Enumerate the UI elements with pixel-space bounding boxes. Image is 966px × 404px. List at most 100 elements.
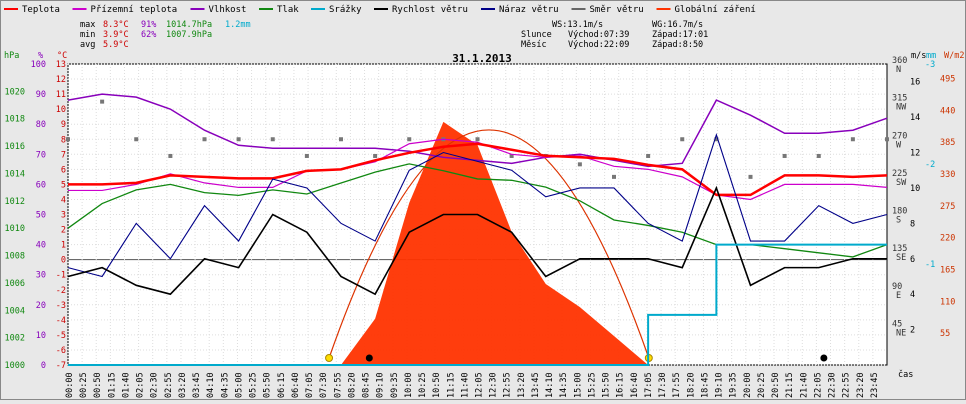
tick-ms: 16	[910, 78, 920, 88]
tick-wm2: 220	[940, 234, 955, 244]
sun-label: Slunce	[521, 30, 552, 40]
time-tick-label: 07:55	[333, 372, 343, 398]
wind-direction-point	[373, 153, 378, 158]
stat-min-press: 1007.9hPa	[166, 30, 212, 40]
tick-celsius: 8	[61, 135, 66, 145]
wind-direction-point	[475, 137, 480, 142]
wind-direction-point	[236, 137, 241, 142]
time-tick-label: 00:25	[79, 372, 89, 398]
time-tick-label: 09:10	[376, 372, 386, 398]
time-tick-label: 05:00	[234, 372, 244, 398]
tick-celsius: -4	[56, 316, 66, 326]
series-vlhkost	[67, 93, 888, 168]
moonset-marker	[365, 354, 373, 362]
wind-direction-point	[714, 137, 719, 142]
tick-hpa: 1020	[5, 87, 25, 97]
legend-label: Směr větru	[590, 5, 644, 15]
moon-rise: Východ:22:09	[568, 40, 629, 50]
time-tick-label: 04:10	[206, 372, 216, 398]
tick-direction: 225	[892, 169, 907, 179]
wind-direction-point	[612, 174, 616, 179]
time-tick-label: 12:30	[489, 372, 499, 398]
astro-block: WS:13.1m/s WG:16.7m/s Slunce Východ:07:3…	[521, 20, 708, 50]
tick-hpa: 1018	[5, 115, 25, 125]
time-tick-label: 20:00	[743, 372, 753, 398]
time-tick-label: 07:05	[305, 372, 315, 398]
tick-direction-label: SW	[896, 178, 907, 188]
tick-direction: 90	[892, 282, 902, 292]
sun-path-arc	[328, 129, 650, 359]
tick-percent: 50	[36, 211, 46, 221]
tick-percent: 100	[31, 60, 46, 70]
time-tick-label: 06:15	[277, 372, 287, 398]
time-tick-label: 23:20	[856, 372, 866, 398]
wind-direction-point	[782, 153, 787, 158]
legend-label: Srážky	[329, 5, 362, 15]
legend: Teplota Přízemní teplota Vlhkost Tlak Srážky…	[4, 5, 756, 15]
tick-direction-label: W	[896, 140, 902, 150]
time-tick-label: 19:35	[729, 372, 739, 398]
time-tick-label: 13:20	[517, 372, 527, 398]
time-tick-label: 21:40	[799, 372, 809, 398]
wind-direction-point	[66, 137, 70, 142]
stat-avg-label: avg	[80, 40, 95, 50]
legend-label: Globální záření	[675, 5, 756, 15]
moon-set: Západ:8:50	[652, 40, 703, 50]
wind-direction-point	[202, 137, 207, 142]
time-tick-label: 12:05	[475, 372, 485, 398]
stat-max-label: max	[80, 20, 95, 30]
wind-direction-point	[100, 99, 105, 104]
tick-percent: 90	[36, 90, 46, 100]
wind-direction-point	[646, 153, 651, 158]
time-tick-label: 19:10	[715, 372, 725, 398]
tick-celsius: 12	[56, 75, 66, 85]
tick-hpa: 1012	[5, 197, 25, 207]
tick-hpa: 1016	[5, 142, 25, 152]
legend-label: Teplota	[22, 5, 60, 15]
time-tick-label: 10:00	[404, 372, 414, 398]
tick-celsius: 10	[56, 105, 66, 115]
time-tick-label: 18:45	[700, 372, 710, 398]
time-tick-label: 02:05	[136, 372, 146, 398]
sun-set: Západ:17:01	[652, 30, 708, 40]
time-tick-label: 08:45	[362, 372, 372, 398]
tick-percent: 40	[36, 241, 46, 251]
stat-max-hum: 91%	[141, 20, 156, 30]
tick-direction: 180	[892, 207, 907, 217]
tick-wm2: 275	[940, 202, 955, 212]
tick-percent: 10	[36, 331, 46, 341]
time-tick-label: 10:50	[432, 372, 442, 398]
tick-celsius: 4	[61, 195, 66, 205]
series-přízemní-teplota	[68, 138, 888, 201]
time-tick-label: 17:30	[658, 372, 668, 398]
time-tick-label: 10:25	[418, 372, 428, 398]
unit-mm: mm	[926, 51, 936, 61]
tick-celsius: 9	[61, 120, 66, 130]
tick-celsius: -2	[56, 286, 66, 296]
tick-percent: 80	[36, 120, 46, 130]
tick-hpa: 1002	[5, 334, 25, 344]
tick-mm: -1	[925, 260, 935, 270]
tick-wm2: 55	[940, 329, 950, 339]
tick-direction-label: NE	[896, 328, 906, 338]
time-tick-label: 17:55	[672, 372, 682, 398]
tick-celsius: 2	[61, 226, 66, 236]
unit-celsius: °C	[57, 51, 67, 61]
wind-speed-max: WS:13.1m/s	[552, 20, 603, 30]
tick-ms: 14	[910, 113, 920, 123]
time-tick-label: 18:20	[686, 372, 696, 398]
time-tick-label: 01:40	[121, 372, 131, 398]
stat-max-temp: 8.3°C	[103, 20, 129, 30]
legend-label: Rychlost větru	[392, 5, 468, 15]
legend-label: Přízemní teplota	[91, 5, 178, 15]
moon-label: Měsíc	[521, 40, 547, 50]
tick-ms: 2	[910, 326, 915, 336]
tick-celsius: 13	[56, 60, 66, 70]
wind-direction-point	[270, 137, 275, 142]
time-tick-label: 15:25	[587, 372, 597, 398]
wind-direction-point	[304, 153, 309, 158]
time-axis: 00:00 00:25 00:50 01:15 01:40 02:05 02:30 02:55…	[65, 372, 880, 398]
wind-direction-point	[407, 137, 412, 142]
series-náraz-větru	[67, 133, 888, 278]
tick-celsius: 5	[61, 180, 66, 190]
